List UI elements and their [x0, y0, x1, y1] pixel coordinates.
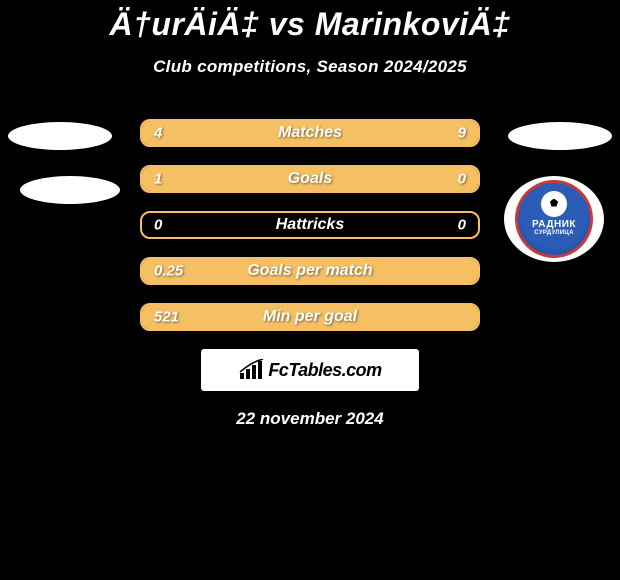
stat-bar-left: [142, 121, 246, 145]
stat-bar-left: [142, 305, 478, 329]
club-logo-inner: РАДНИК СУРДУЛИЦА: [515, 180, 593, 258]
chart-icon: [238, 359, 264, 381]
page-title: Ä†urÄiÄ‡ vs MarinkoviÄ‡: [0, 0, 620, 43]
stat-row: 521Min per goal: [140, 303, 480, 331]
stat-row: 1Goals0: [140, 165, 480, 193]
player-left-badge-1: [8, 122, 112, 150]
soccer-ball-icon: [541, 191, 567, 217]
club-logo-label-top: РАДНИК: [532, 219, 576, 230]
club-logo-label-bottom: СУРДУЛИЦА: [534, 230, 573, 236]
stat-bar-right: [404, 167, 478, 191]
stat-row: 4Matches9: [140, 119, 480, 147]
date-label: 22 november 2024: [0, 409, 620, 429]
page-subtitle: Club competitions, Season 2024/2025: [0, 57, 620, 77]
watermark: FcTables.com: [201, 349, 419, 391]
stat-bar-left: [142, 167, 404, 191]
watermark-text: FcTables.com: [268, 360, 381, 381]
stat-bar-left: [142, 259, 478, 283]
stat-bar-gap: [142, 213, 478, 237]
stat-row: 0.25Goals per match: [140, 257, 480, 285]
stat-bar-right: [246, 121, 478, 145]
player-left-badge-2: [20, 176, 120, 204]
stat-row: 0Hattricks0: [140, 211, 480, 239]
club-logo-right: РАДНИК СУРДУЛИЦА: [504, 176, 604, 262]
player-right-badge-1: [508, 122, 612, 150]
